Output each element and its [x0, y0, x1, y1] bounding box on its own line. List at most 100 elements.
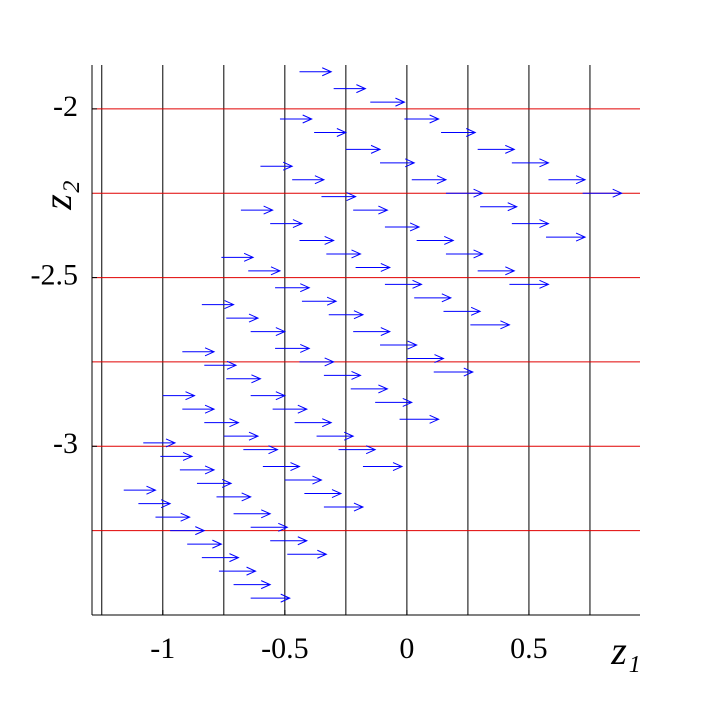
- x-tick-label: -0.5: [261, 632, 309, 665]
- arrow: [284, 475, 323, 485]
- arrow: [294, 418, 333, 428]
- arrow: [338, 445, 377, 455]
- arrow: [370, 97, 406, 107]
- arrow: [218, 566, 257, 576]
- arrow: [143, 438, 177, 448]
- arrow: [201, 300, 235, 310]
- x-tick-label: 0: [399, 632, 414, 665]
- arrow: [226, 313, 260, 323]
- arrow: [333, 84, 367, 94]
- y-axis-label: z₂: [35, 180, 80, 210]
- arrow: [248, 266, 282, 276]
- y-tick-label: -2: [53, 90, 78, 123]
- x-axis-label: z₁: [610, 628, 640, 673]
- arrow: [299, 357, 335, 367]
- arrow: [221, 252, 255, 262]
- arrow: [511, 158, 550, 168]
- arrow: [441, 128, 477, 137]
- arrow: [328, 310, 365, 320]
- y-tick-label: -2.5: [31, 258, 79, 291]
- arrow: [480, 202, 518, 212]
- x-tick-label: -1: [150, 632, 175, 665]
- arrow: [243, 445, 279, 455]
- arrow: [350, 384, 389, 394]
- arrow: [240, 205, 274, 215]
- arrow: [138, 499, 172, 509]
- arrow: [380, 340, 418, 350]
- arrow: [353, 205, 389, 215]
- arrow: [380, 158, 416, 168]
- arrow: [155, 512, 191, 522]
- arrow: [384, 222, 421, 232]
- arrow: [233, 580, 272, 590]
- arrow: [301, 296, 338, 306]
- arrow: [477, 144, 516, 154]
- arrow: [406, 354, 445, 364]
- arrow: [272, 404, 309, 414]
- arrow: [201, 553, 240, 563]
- arrow: [511, 219, 550, 229]
- arrow: [270, 219, 304, 229]
- arrow: [123, 485, 157, 495]
- arrow: [304, 489, 343, 498]
- arrow: [399, 414, 440, 424]
- arrow: [179, 465, 216, 475]
- arrow: [548, 175, 587, 185]
- arrow: [170, 526, 206, 536]
- arrow: [445, 249, 484, 259]
- arrow: [204, 418, 240, 428]
- arrow: [292, 175, 326, 185]
- arrow: [323, 502, 365, 512]
- arrow: [275, 283, 311, 293]
- arrow: [326, 249, 362, 259]
- arrow: [182, 404, 216, 414]
- arrow: [250, 327, 287, 337]
- arrow: [196, 478, 233, 488]
- arrow: [275, 343, 311, 353]
- arrow: [323, 370, 362, 380]
- arrow: [445, 188, 484, 198]
- arrow: [287, 549, 328, 559]
- arrow: [321, 192, 357, 202]
- arrow: [433, 367, 475, 377]
- arrow: [262, 462, 301, 471]
- arrow: [260, 161, 294, 171]
- arrow: [353, 327, 392, 337]
- arrow: [414, 293, 453, 303]
- arrow: [223, 431, 260, 441]
- arrow: [299, 67, 333, 77]
- arrow: [384, 279, 423, 289]
- arrow: [316, 431, 355, 441]
- arrow: [355, 262, 392, 272]
- arrow: [345, 144, 382, 154]
- arrow: [160, 451, 194, 461]
- arrow: [270, 536, 309, 546]
- arrow: [509, 279, 550, 289]
- arrow: [477, 266, 516, 276]
- arrow: [314, 128, 348, 137]
- arrow: [250, 593, 291, 603]
- arrow: [411, 175, 448, 185]
- arrow: [546, 232, 587, 242]
- arrow: [404, 114, 440, 124]
- arrow: [250, 391, 287, 401]
- arrow: [299, 236, 335, 245]
- arrow: [470, 320, 511, 330]
- arrow: [216, 492, 252, 502]
- arrow: [279, 114, 313, 124]
- arrow: [250, 522, 289, 532]
- arrow: [443, 306, 482, 316]
- arrow: [362, 462, 404, 471]
- y-tick-label: -3: [53, 427, 78, 460]
- x-tick-label: 0.5: [510, 632, 548, 665]
- arrow: [162, 391, 196, 401]
- arrow: [416, 236, 455, 245]
- arrow: [375, 397, 413, 407]
- arrow: [204, 360, 238, 370]
- arrow: [182, 347, 216, 357]
- arrow: [582, 188, 623, 198]
- arrow: [226, 374, 262, 384]
